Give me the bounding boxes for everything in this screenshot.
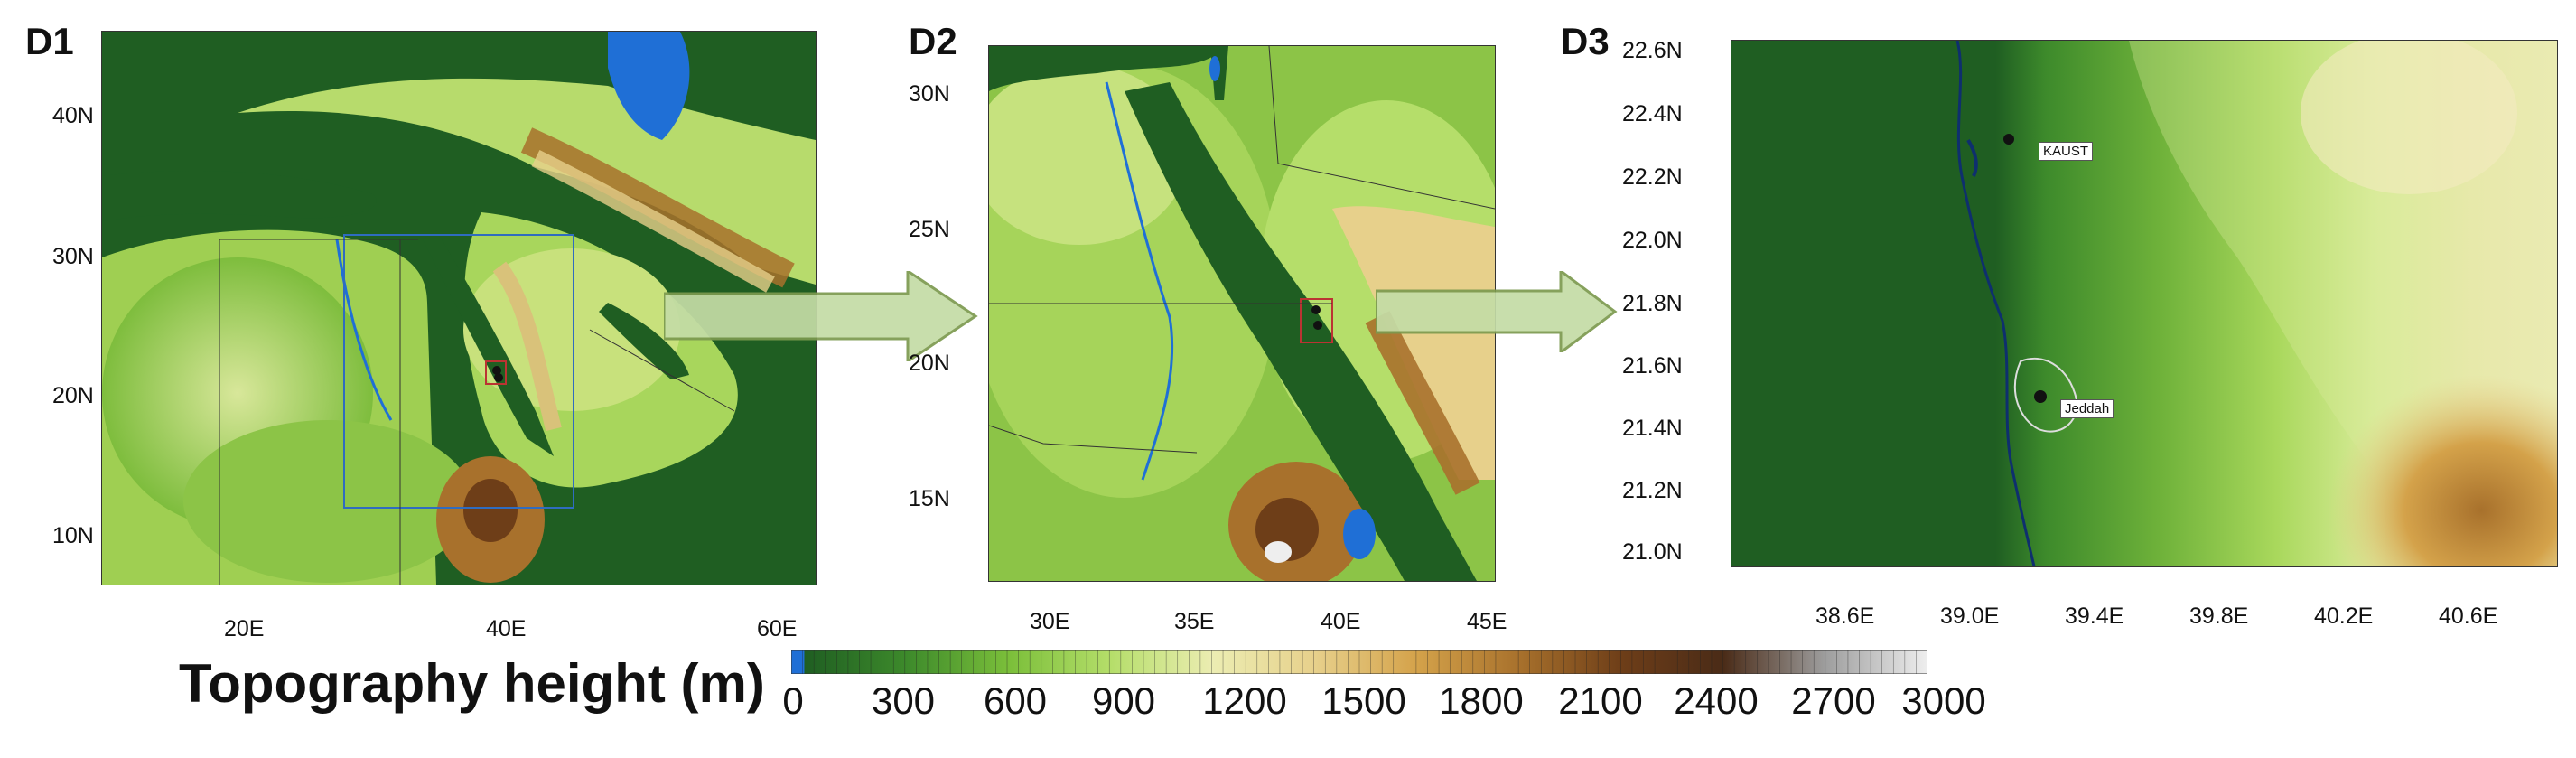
d3-lat-tick-22-4n: 22.4N — [1622, 101, 1683, 126]
d3-lat-tick-22-2n: 22.2N — [1622, 164, 1683, 190]
panel-label-d2: D2 — [909, 20, 957, 62]
d3-lat-tick-21-2n: 21.2N — [1622, 478, 1683, 503]
d2-lon-tick-35e: 35E — [1174, 609, 1215, 634]
d1-lon-tick-40e: 40E — [486, 616, 527, 641]
colorbar-tick-2700: 2700 — [1791, 679, 1876, 722]
d3-lon-tick-39-4e: 39.4E — [2065, 604, 2124, 629]
colorbar-tick-3000: 3000 — [1901, 679, 1986, 722]
marker-label-jeddah: Jeddah — [2060, 399, 2114, 418]
d3-lon-tick-39-8e: 39.8E — [2189, 604, 2249, 629]
d3-lon-tick-39-0e: 39.0E — [1940, 604, 2000, 629]
d3-lon-tick-40-6e: 40.6E — [2439, 604, 2498, 629]
arrow-d2-to-d3 — [1376, 271, 1618, 352]
d1-lat-tick-30n: 30N — [52, 244, 94, 269]
colorbar-tick-900: 900 — [1091, 679, 1156, 722]
panel-label-d3: D3 — [1561, 20, 1610, 62]
d2-lat-tick-30n: 30N — [909, 81, 950, 107]
colorbar-tick-1800: 1800 — [1439, 679, 1524, 722]
map-d3: KAUST Jeddah — [1731, 40, 2558, 567]
colorbar-tick-300: 300 — [871, 679, 936, 722]
arrow-d1-to-d2 — [664, 271, 978, 361]
d2-lat-tick-15n: 15N — [909, 486, 950, 511]
d1-lat-tick-40n: 40N — [52, 103, 94, 128]
colorbar — [791, 650, 1927, 674]
d1-lat-tick-20n: 20N — [52, 383, 94, 408]
d2-lon-tick-45e: 45E — [1467, 609, 1507, 634]
colorbar-tick-0: 0 — [782, 679, 804, 722]
colorbar-title: Topography height (m) — [179, 653, 765, 714]
colorbar-tick-600: 600 — [983, 679, 1048, 722]
d2-lon-tick-40e: 40E — [1321, 609, 1361, 634]
d3-lon-tick-40-2e: 40.2E — [2314, 604, 2374, 629]
d3-lat-tick-21-0n: 21.0N — [1622, 539, 1683, 565]
d3-lat-tick-22-6n: 22.6N — [1622, 38, 1683, 63]
colorbar-tick-1500: 1500 — [1321, 679, 1406, 722]
map-d1 — [101, 31, 817, 585]
d2-lat-tick-20n: 20N — [909, 351, 950, 376]
panel-label-d1: D1 — [25, 20, 74, 62]
d3-lat-tick-22-0n: 22.0N — [1622, 228, 1683, 253]
d3-lat-tick-21-6n: 21.6N — [1622, 353, 1683, 379]
d3-lat-tick-21-4n: 21.4N — [1622, 416, 1683, 441]
d3-lon-tick-38-6e: 38.6E — [1815, 604, 1875, 629]
colorbar-tick-2100: 2100 — [1558, 679, 1643, 722]
d2-lat-tick-25n: 25N — [909, 217, 950, 242]
d3-lat-tick-21-8n: 21.8N — [1622, 291, 1683, 316]
d1-lon-tick-60e: 60E — [757, 616, 798, 641]
marker-label-kaust: KAUST — [2039, 142, 2094, 161]
d2-lon-tick-30e: 30E — [1030, 609, 1070, 634]
d1-lon-tick-20e: 20E — [224, 616, 265, 641]
colorbar-tick-1200: 1200 — [1202, 679, 1287, 722]
colorbar-tick-2400: 2400 — [1674, 679, 1759, 722]
d1-lat-tick-10n: 10N — [52, 523, 94, 548]
